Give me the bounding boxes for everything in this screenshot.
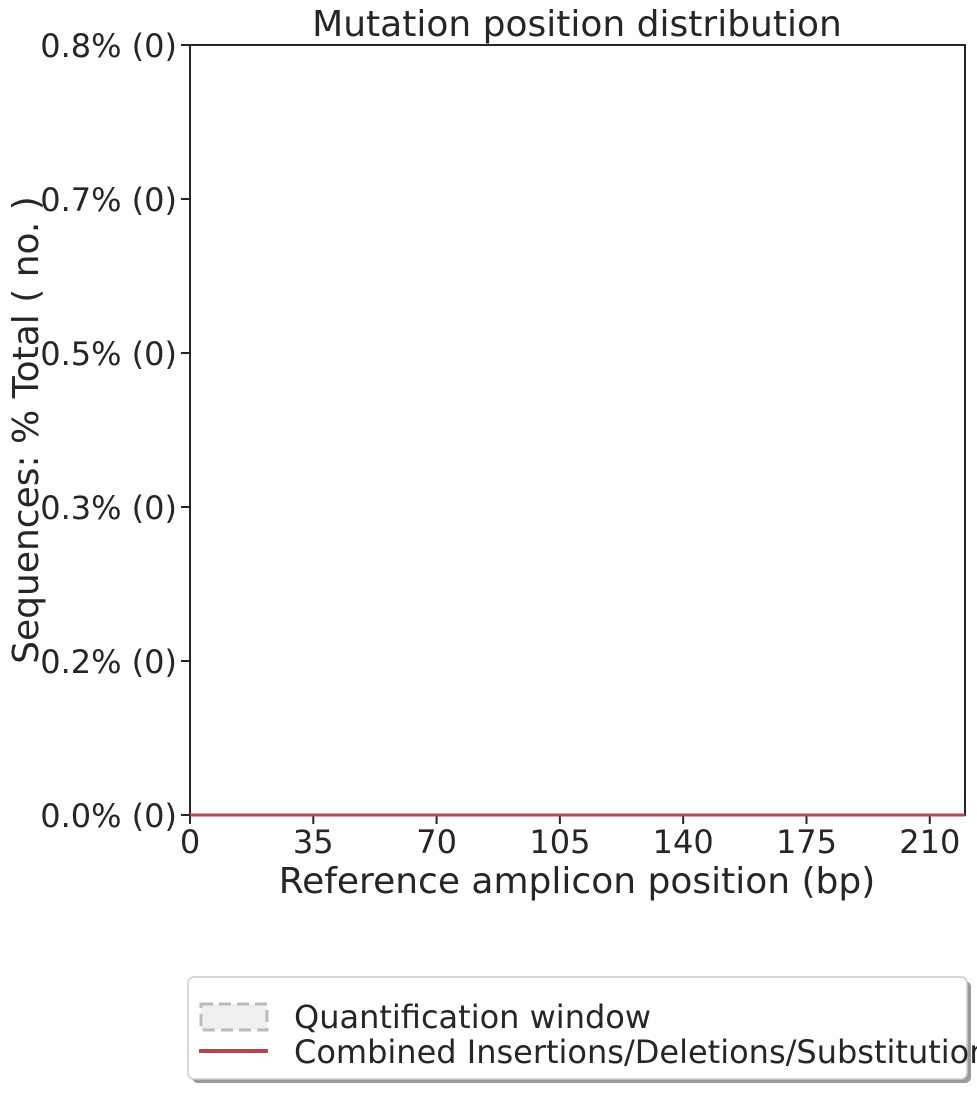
y-tick-label: 0.7% (0): [40, 181, 177, 219]
legend-label-quant-window: Quantification window: [294, 998, 651, 1036]
legend-label-series: Combined Insertions/Deletions/Substituti…: [294, 1033, 977, 1071]
legend-quant-window-swatch: [199, 1002, 269, 1032]
y-tick-label: 0.0% (0): [40, 797, 177, 835]
x-tick-label: 175: [776, 823, 837, 861]
chart-title: Mutation position distribution: [312, 4, 842, 45]
x-tick-label: 105: [529, 823, 590, 861]
y-tick-label: 0.3% (0): [40, 489, 177, 527]
x-tick-label: 140: [653, 823, 714, 861]
y-tick-label: 0.8% (0): [40, 27, 177, 65]
x-axis-ticks: 0 35 70 105 140 175 210: [180, 815, 960, 861]
y-axis-ticks: 0.0% (0) 0.2% (0) 0.3% (0) 0.5% (0) 0.7% (0)…: [40, 27, 190, 835]
x-tick-label: 35: [293, 823, 334, 861]
x-tick-label: 210: [899, 823, 960, 861]
y-tick-label: 0.5% (0): [40, 335, 177, 373]
y-tick-label: 0.2% (0): [40, 643, 177, 681]
legend-box: [187, 976, 968, 1080]
plot-area: [189, 44, 966, 816]
legend: Quantification window Combined Insertion…: [187, 976, 977, 1083]
x-axis-label: Reference amplicon position (bp): [279, 861, 876, 902]
y-axis-label: Sequences: % Total ( no. ): [6, 196, 47, 664]
x-tick-label: 70: [416, 823, 457, 861]
x-tick-label: 0: [180, 823, 200, 861]
